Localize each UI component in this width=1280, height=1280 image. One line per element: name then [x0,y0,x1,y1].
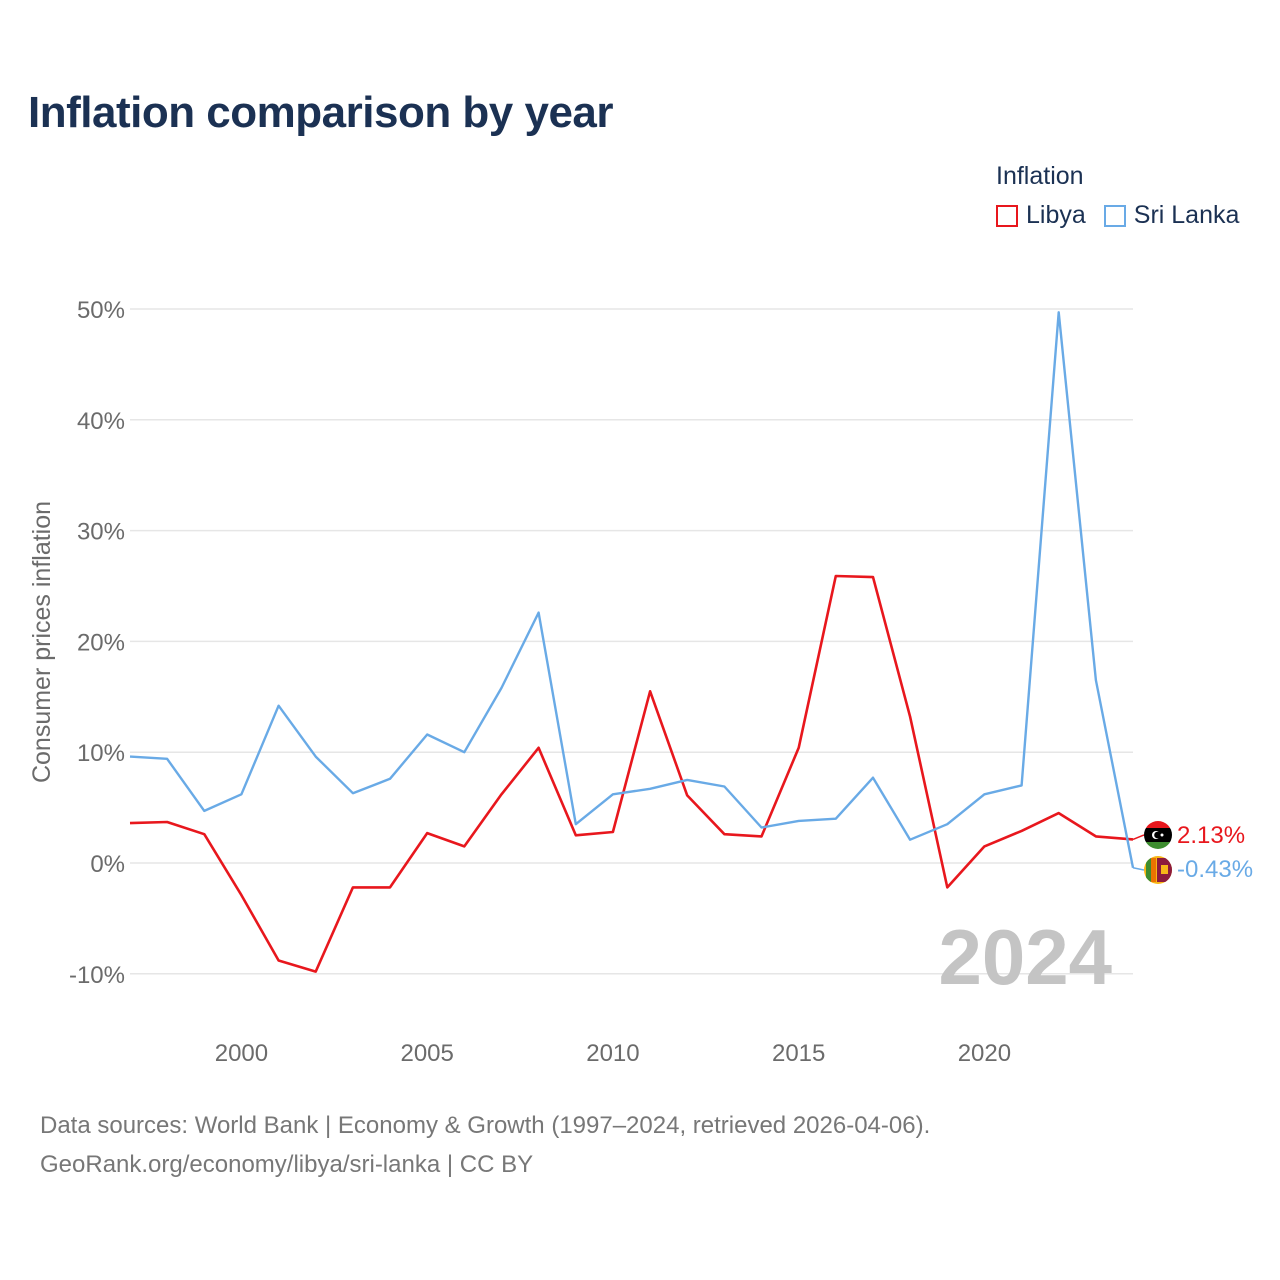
x-tick-label: 2000 [215,1040,268,1067]
legend-label-libya: Libya [1026,201,1086,229]
series-lines [129,311,1145,973]
x-axis-ticks: 2000 2005 2010 2015 2020 [215,1040,1011,1067]
legend-item-libya[interactable]: Libya [996,201,1086,230]
y-tick-label: 0% [90,851,125,878]
gridlines [130,308,1133,975]
x-tick-label: 2015 [772,1040,825,1067]
legend-title: Inflation [996,162,1084,190]
x-tick-label: 2005 [400,1040,453,1067]
line-chart: -10%0%10%20%30%40%50% 2000 2005 2010 2015 20… [28,297,1253,1067]
sri-lanka-flag-icon [1144,856,1172,884]
y-tick-label: 10% [77,740,125,767]
footer-source: Data sources: World Bank | Economy & Gro… [40,1112,931,1139]
end-connector [1132,867,1145,871]
chart-title: Inflation comparison by year [28,88,614,137]
y-tick-label: 20% [77,629,125,656]
end-connector [1132,834,1145,841]
series-line-sri-lanka [129,311,1135,869]
y-tick-label: -10% [69,962,125,989]
legend: Inflation Libya Sri Lanka [996,162,1239,230]
legend-label-sri-lanka: Sri Lanka [1133,201,1240,229]
libya-end-label: 2.13% [1177,822,1245,849]
y-tick-label: 30% [77,519,125,546]
legend-swatch-libya [996,204,1018,227]
footer-url: GeoRank.org/economy/libya/sri-lanka | CC… [40,1151,534,1178]
x-tick-label: 2020 [958,1040,1011,1067]
legend-item-sri-lanka[interactable]: Sri Lanka [1103,201,1240,230]
series-line-libya [129,574,1134,973]
y-axis-ticks: -10% 0% 10% 20% 30% 40% 50% [69,297,125,989]
legend-swatch-sri-lanka [1103,204,1126,227]
footer: Data sources: World Bank | Economy & Gro… [40,1106,930,1184]
x-tick-label: 2010 [586,1040,639,1067]
y-tick-label: 40% [77,408,125,435]
sri-lanka-end-label: -0.43% [1177,856,1253,883]
y-tick-label: 50% [77,297,125,324]
year-watermark: 2024 [938,913,1112,1001]
y-axis-label: Consumer prices inflation [28,501,56,783]
libya-flag-icon [1144,821,1172,849]
